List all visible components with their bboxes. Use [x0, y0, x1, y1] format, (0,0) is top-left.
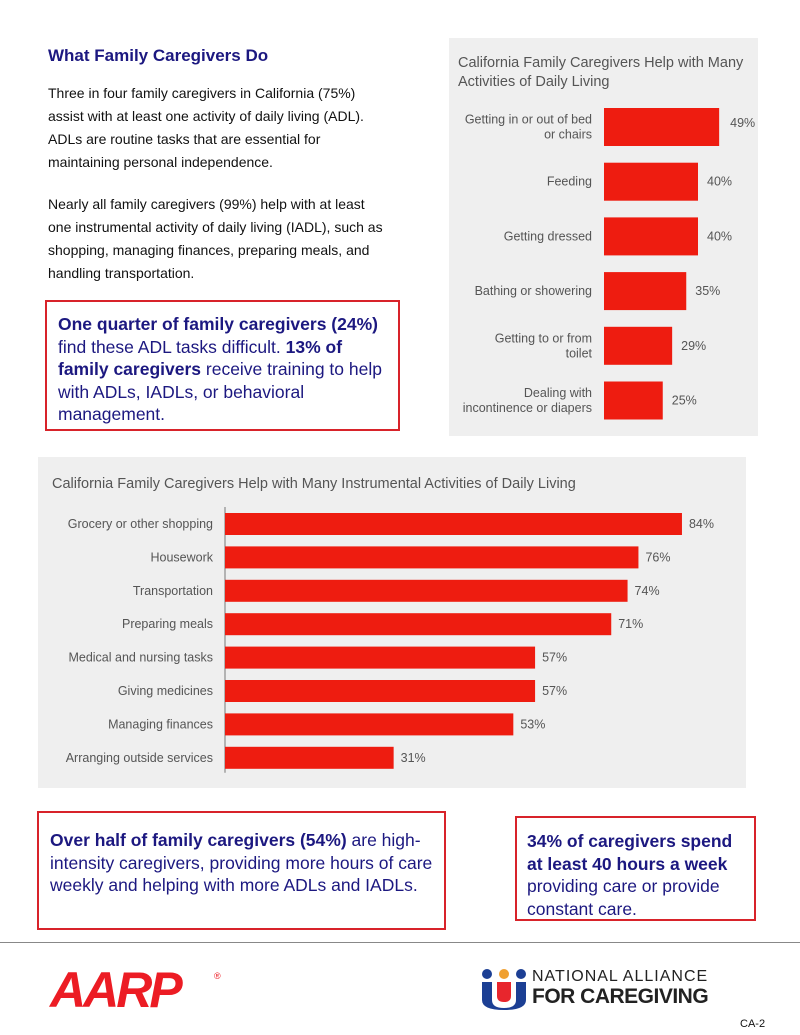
footer-divider: [0, 942, 800, 943]
adl-bar: [604, 326, 673, 365]
adl-line: Three in four family caregivers in Calif…: [48, 85, 356, 101]
iadl-value-label: 57%: [542, 684, 567, 698]
adl-value-label: 40%: [707, 175, 732, 189]
adl-value-label: 35%: [695, 284, 720, 298]
adl-line: ADLs are routine tasks that are essentia…: [48, 131, 321, 147]
nac-logo-icon: [480, 968, 528, 1015]
adl-bar: [604, 381, 663, 420]
nac-line1: NATIONAL ALLIANCE: [532, 968, 709, 985]
iadl-category-label: Arranging outside services: [66, 751, 213, 765]
callout-bold: 13% of family caregivers: [58, 336, 343, 380]
callout-bold: Over half of family caregivers (54%): [50, 830, 347, 850]
iadl-category-label: Grocery or other shopping: [68, 517, 213, 531]
callout-text: receive training to help with ADLs, IADL…: [58, 359, 382, 424]
adl-chart-title: California Family Caregivers Help with M…: [458, 55, 744, 90]
adl-bar: [604, 217, 698, 256]
registered-mark: ®: [214, 971, 221, 981]
iadl-line: handling transportation.: [48, 265, 195, 281]
adl-category-label: Getting in or out of bed or chairs: [465, 113, 592, 142]
adl-category-label: Getting to or from toilet: [495, 331, 593, 360]
adl-category-label: Feeding: [547, 175, 592, 189]
iadl-bar: [225, 713, 514, 736]
adl-training-callout: One quarter of family caregivers (24%) f…: [45, 300, 400, 431]
iadl-value-label: 84%: [689, 517, 714, 531]
hours-callout: 34% of caregivers spend at least 40 hour…: [515, 816, 756, 921]
iadl-category-label: Medical and nursing tasks: [68, 651, 213, 665]
iadl-value-label: 74%: [635, 584, 660, 598]
iadl-bar: [225, 680, 536, 702]
iadl-bar: [225, 579, 628, 602]
iadl-value-label: 76%: [645, 550, 670, 564]
adl-bar: [604, 272, 687, 311]
adl-category-label: Getting dressed: [504, 229, 592, 243]
adl-value-label: 40%: [707, 229, 732, 243]
callout-text: providing care or provide constant care.: [527, 876, 720, 919]
iadl-value-label: 53%: [520, 717, 545, 731]
iadl-category-label: Managing finances: [108, 717, 213, 731]
iadl-chart-panel: California Family Caregivers Help with M…: [38, 457, 746, 788]
high-intensity-callout: Over half of family caregivers (54%) are…: [37, 811, 446, 930]
iadl-paragraph: Nearly all family caregivers (99%) help …: [48, 193, 383, 285]
adl-bar-chart: Getting in or out of bed or chairs 49% Feed…: [463, 108, 755, 420]
iadl-value-label: 31%: [401, 751, 426, 765]
iadl-value-label: 71%: [618, 617, 643, 631]
adl-value-label: 49%: [730, 116, 755, 130]
page-number: CA-2: [740, 1018, 766, 1030]
adl-value-label: 25%: [672, 394, 697, 408]
iadl-chart-title: California Family Caregivers Help with M…: [52, 476, 576, 492]
adl-chart-panel: California Family Caregivers Help with M…: [449, 38, 758, 436]
iadl-line: Nearly all family caregivers (99%) help …: [48, 196, 365, 212]
iadl-category-label: Giving medicines: [118, 684, 213, 698]
adl-value-label: 29%: [681, 339, 706, 353]
iadl-line: one instrumental activity of daily livin…: [48, 219, 383, 235]
callout-text: find these ADL tasks difficult.: [58, 336, 286, 357]
adl-category-label: Dealing with incontinence or diapers: [463, 386, 592, 415]
nac-logo-text: NATIONAL ALLIANCE FOR CAREGIVING: [532, 968, 709, 1008]
adl-line: maintaining personal independence.: [48, 154, 273, 170]
callout-text: are high-intensity caregivers, providing…: [50, 830, 433, 895]
aarp-logo-text: AARP: [48, 965, 183, 1013]
section-heading: What Family Caregivers Do: [48, 46, 269, 65]
iadl-category-label: Preparing meals: [122, 617, 213, 631]
callout-bold: One quarter of family caregivers (24%): [58, 314, 378, 334]
iadl-category-label: Transportation: [133, 584, 213, 598]
iadl-bar: [225, 546, 639, 569]
callout-bold: 34% of caregivers spend at least 40 hour…: [527, 831, 733, 874]
iadl-bar: [225, 513, 682, 535]
nac-line2: FOR CAREGIVING: [532, 985, 709, 1008]
iadl-line: shopping, managing finances, preparing m…: [48, 242, 370, 258]
adl-bar: [604, 108, 720, 146]
aarp-logo: AARP ®: [48, 962, 228, 1018]
iadl-bar: [225, 746, 394, 769]
adl-line: assist with at least one activity of dai…: [48, 108, 364, 124]
iadl-category-label: Housework: [150, 550, 213, 564]
iadl-bar: [225, 646, 536, 669]
iadl-bar: [225, 613, 612, 636]
adl-category-label: Bathing or showering: [475, 284, 592, 298]
adl-bar: [604, 162, 698, 201]
iadl-bar-chart: Grocery or other shopping 84% Housework 76%…: [66, 507, 714, 773]
iadl-value-label: 57%: [542, 651, 567, 665]
adl-paragraph: Three in four family caregivers in Calif…: [48, 82, 364, 174]
